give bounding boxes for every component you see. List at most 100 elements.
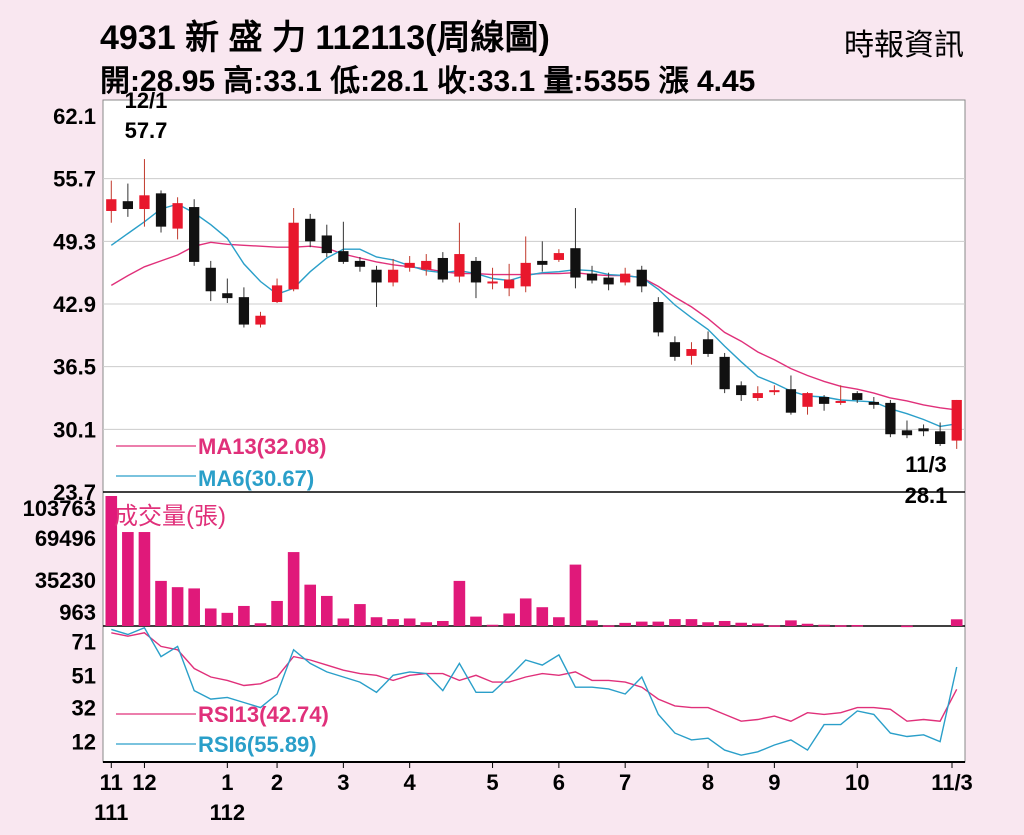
volume-bar	[138, 532, 151, 626]
volume-bar	[437, 620, 449, 626]
volume-bar	[155, 580, 167, 626]
candle-body	[503, 279, 515, 289]
volume-bar	[586, 620, 598, 626]
rsi13-legend: RSI13(42.74)	[198, 702, 329, 727]
volume-bar	[735, 622, 748, 626]
candle-body	[205, 267, 216, 292]
volume-bar	[188, 588, 200, 626]
volume-bar	[354, 604, 366, 626]
volume-bar	[287, 552, 300, 626]
x-tick-label: 12	[132, 770, 156, 795]
candle-body	[189, 207, 200, 262]
volume-bar	[204, 608, 217, 626]
x-tick-label: 1	[221, 770, 233, 795]
candle-body	[106, 199, 117, 211]
low-value-label: 28.1	[905, 483, 948, 508]
candle-body	[255, 315, 266, 325]
volume-bar	[221, 612, 234, 626]
candle-body	[901, 430, 913, 436]
candle-body	[818, 397, 830, 404]
candle-body	[222, 293, 233, 299]
rsi6-line	[111, 626, 958, 756]
candle-body	[686, 349, 697, 356]
volume-bar	[403, 618, 416, 626]
x-tick-label: 8	[702, 770, 714, 795]
volume-bar	[801, 623, 814, 626]
y-tick-label: 42.9	[53, 292, 96, 317]
candle-body	[586, 273, 598, 281]
volume-tick-label: 963	[59, 600, 96, 625]
volume-bar	[420, 622, 433, 626]
y-tick-label: 23.7	[53, 480, 96, 505]
candle-body	[172, 203, 183, 229]
candle-body	[885, 402, 896, 435]
x-tick-label: 2	[271, 770, 283, 795]
candle-body	[305, 218, 316, 242]
volume-bar	[785, 620, 797, 626]
volume-bar	[669, 619, 681, 626]
volume-bar	[105, 496, 118, 626]
candle-body	[338, 251, 349, 262]
source-label: 時報資訊	[844, 29, 964, 62]
candle-body	[802, 393, 813, 407]
volume-bar	[950, 619, 963, 626]
volume-bar	[569, 564, 582, 626]
candle-body	[603, 277, 614, 285]
high-date-label: 12/1	[125, 88, 168, 113]
candle-body	[487, 281, 498, 284]
volume-bar	[171, 587, 184, 626]
x-tick-label: 3	[337, 770, 349, 795]
candle-body	[653, 302, 664, 333]
volume-label: 成交量(張)	[114, 503, 226, 530]
x-tick-label: 9	[768, 770, 780, 795]
candle-body	[736, 385, 747, 396]
volume-bar	[901, 625, 913, 628]
candle-body	[719, 356, 730, 390]
candle-body	[868, 401, 879, 405]
volume-bar	[536, 607, 549, 626]
y-tick-label: 30.1	[53, 417, 96, 442]
rsi-tick-label: 12	[72, 730, 96, 755]
volume-bar	[503, 613, 515, 626]
plot-area	[102, 99, 966, 763]
volume-bar	[387, 619, 399, 626]
candle-body	[139, 195, 150, 210]
ma6-legend: MA6(30.67)	[198, 466, 314, 491]
candle-body	[454, 254, 465, 277]
volume-bar	[718, 620, 731, 626]
volume-bar	[486, 624, 499, 627]
candle-body	[404, 262, 415, 268]
y-tick-label: 62.1	[53, 104, 96, 129]
volume-bar	[834, 625, 847, 627]
ma6-line	[110, 203, 957, 428]
volume-bar	[122, 532, 134, 626]
volume-bar	[685, 619, 698, 626]
volume-bar	[619, 622, 631, 626]
y-tick-label: 36.5	[53, 355, 96, 380]
candle-body	[752, 393, 763, 398]
volume-bar	[271, 600, 283, 626]
candle-body	[437, 257, 448, 280]
x-tick-label: 111	[94, 800, 128, 825]
chart-title: 4931 新 盛 力 112113(周線圖)	[100, 19, 550, 57]
candle-body	[321, 235, 332, 254]
candle-body	[918, 428, 929, 432]
y-tick-label: 55.7	[53, 167, 96, 192]
x-tick-label: 6	[553, 770, 565, 795]
x-tick-label: 10	[845, 770, 869, 795]
candle-body	[421, 260, 432, 270]
high-value-label: 57.7	[125, 118, 168, 143]
volume-tick-label: 35230	[35, 568, 96, 593]
candle-body	[769, 390, 780, 393]
candle-body	[537, 260, 548, 265]
volume-bar	[337, 618, 350, 626]
candle-body	[636, 269, 647, 287]
candle-body	[387, 269, 399, 283]
candle-body	[934, 431, 946, 445]
rsi-tick-label: 32	[72, 696, 96, 721]
volume-bar	[370, 617, 383, 626]
x-tick-label: 11	[100, 770, 123, 795]
price-stats: 開:28.95 高:33.1 低:28.1 收:33.1 量:5355 漲 4.…	[100, 65, 756, 98]
volume-tick-label: 103763	[23, 496, 96, 521]
volume-bar	[818, 624, 830, 627]
